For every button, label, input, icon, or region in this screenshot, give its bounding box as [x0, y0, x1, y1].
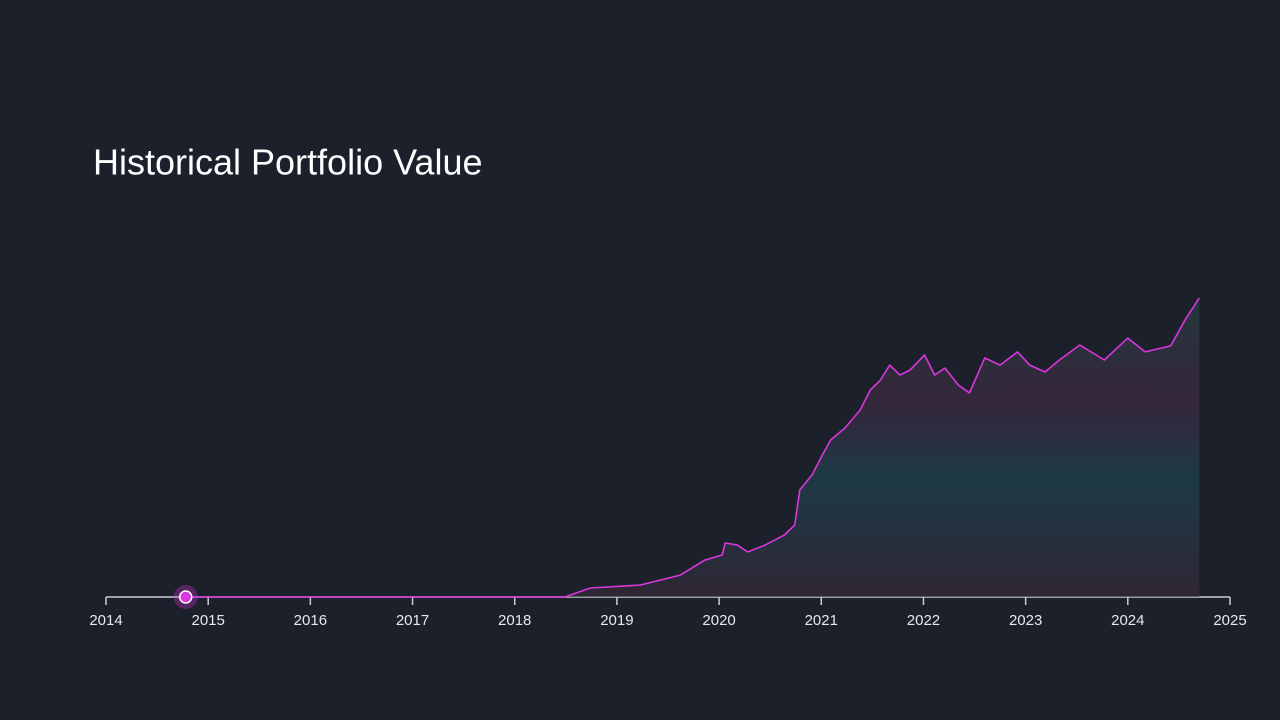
x-tick-label: 2025: [1213, 612, 1246, 629]
x-tick-label: 2024: [1111, 612, 1144, 629]
x-tick-label: 2014: [89, 612, 122, 629]
x-tick-label: 2018: [498, 612, 531, 629]
area: [185, 297, 1200, 597]
line: [185, 297, 1200, 598]
chart-title: Historical Portfolio Value: [93, 142, 483, 183]
x-tick-label: 2015: [191, 612, 224, 629]
x-tick-label: 2017: [396, 612, 429, 629]
x-tick-label: 2022: [907, 612, 940, 629]
start-point: [178, 590, 193, 604]
x-tick-label: 2019: [600, 612, 633, 629]
x-tick-label: 2016: [294, 612, 327, 629]
x-tick-label: 2020: [702, 612, 735, 629]
x-tick-label: 2023: [1009, 612, 1042, 629]
x-tick-label: 2021: [805, 612, 838, 629]
